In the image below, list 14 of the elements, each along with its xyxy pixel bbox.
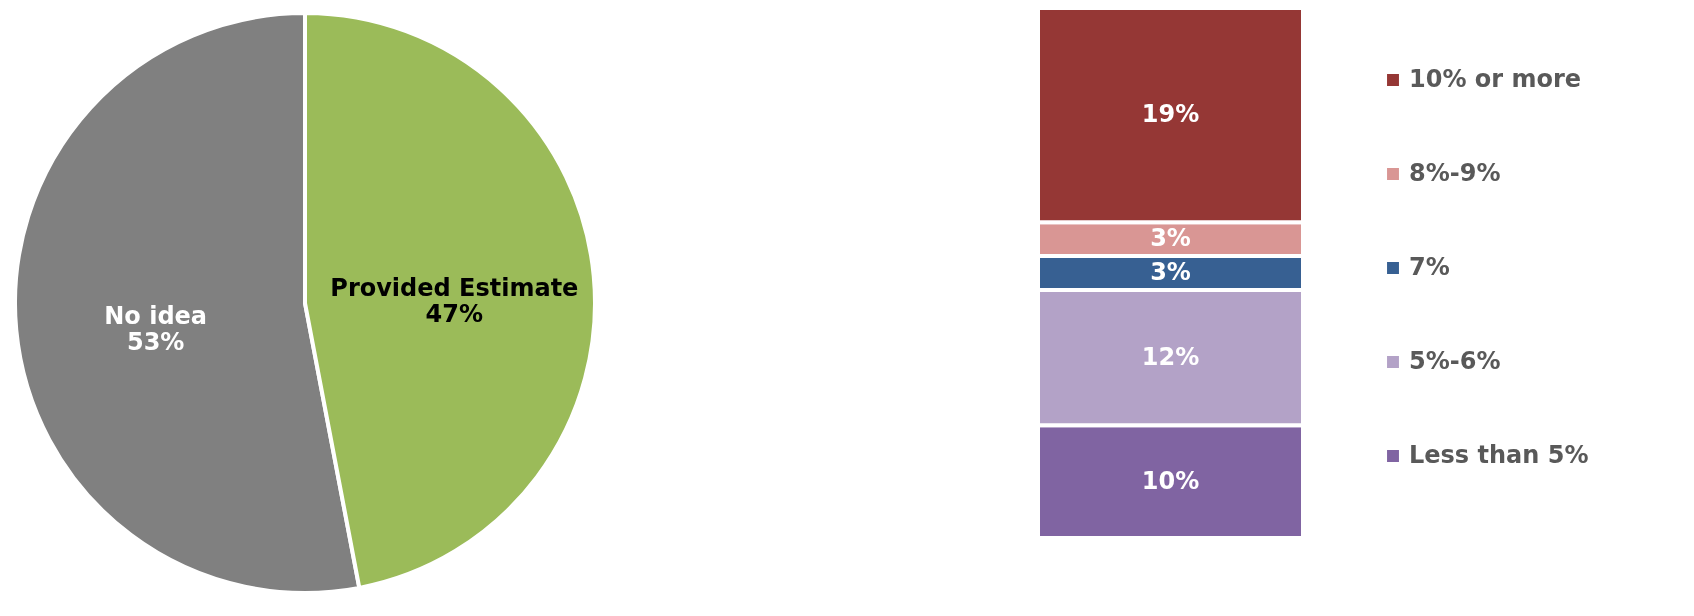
data-label: 19% <box>1141 100 1200 129</box>
slice-label: No idea <box>104 302 208 331</box>
data-label: 53% <box>126 328 185 357</box>
data-label: 10% <box>1141 466 1200 495</box>
legend-label: Less than 5% <box>1409 441 1589 469</box>
legend-label: 10% or more <box>1409 65 1582 93</box>
legend-label: 5%-6% <box>1409 347 1501 375</box>
slice-label: Provided Estimate <box>330 273 579 302</box>
data-label: 47% <box>425 299 484 328</box>
legend-label: 8%-9% <box>1409 159 1501 187</box>
data-label: 12% <box>1141 342 1200 371</box>
data-label: 3% <box>1150 258 1191 286</box>
data-label: 3% <box>1150 224 1191 253</box>
legend-label: 7% <box>1409 253 1450 281</box>
